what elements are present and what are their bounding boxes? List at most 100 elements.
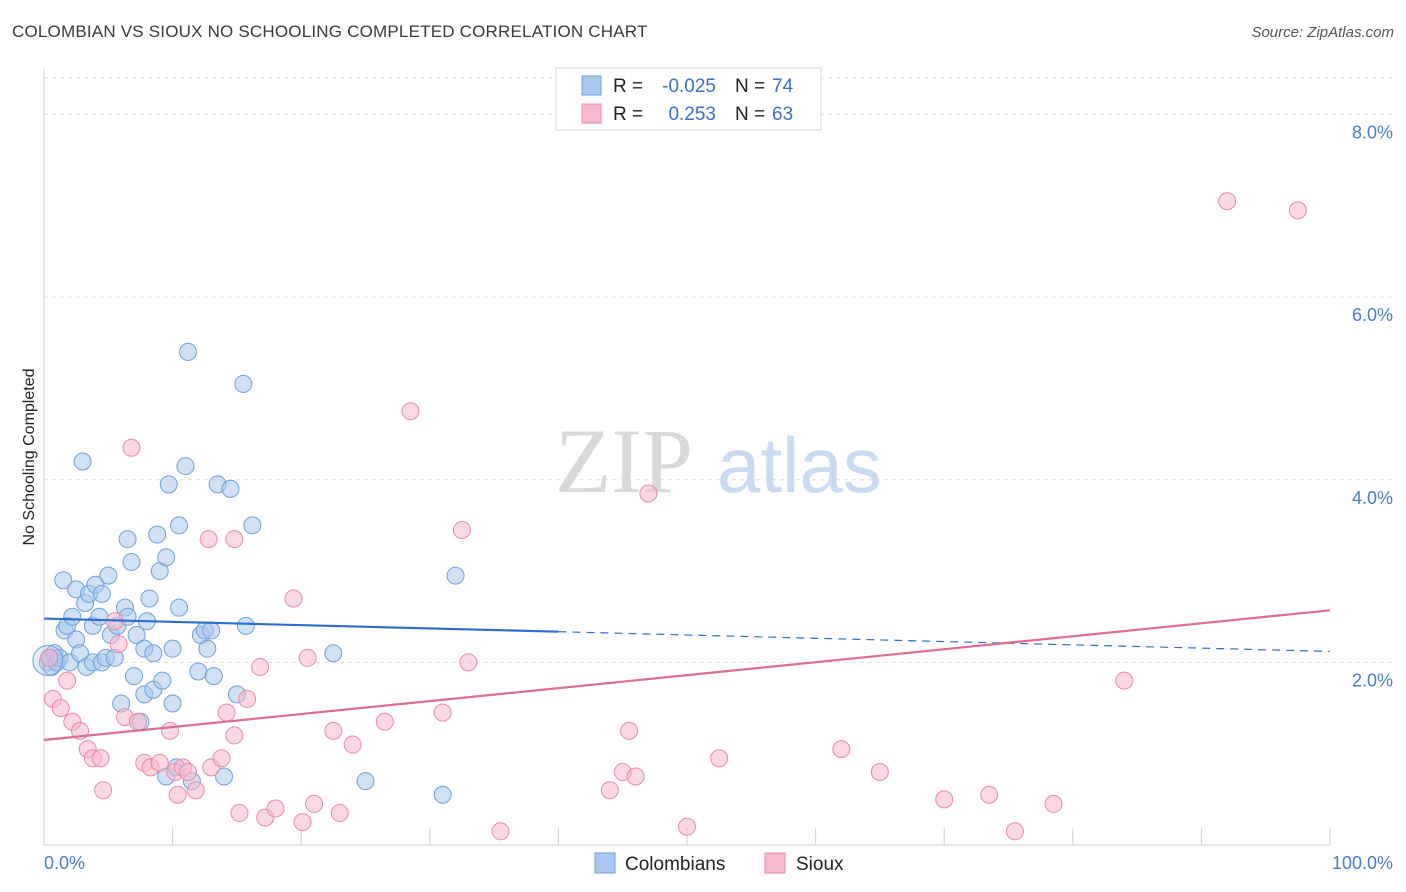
sioux-point [1005, 822, 1024, 841]
legend-n-label-1: N = [735, 76, 765, 97]
sioux-point [212, 749, 231, 768]
tick-labels: 2.0% 4.0% 6.0% 8.0% 0.0% 100.0% [44, 123, 1393, 873]
y-axis-label: No Schooling Completed [21, 369, 38, 546]
watermark-zip: ZIP [555, 410, 693, 512]
bottom-legend: Colombians Sioux [594, 852, 844, 875]
colombians-point [54, 571, 73, 590]
sioux-point [298, 648, 317, 667]
sioux-point [375, 712, 394, 731]
sioux-point [186, 781, 205, 800]
legend-n-label-2: N = [735, 104, 765, 125]
colombians-point [122, 552, 141, 571]
colombians-point [63, 607, 82, 626]
sioux-point [266, 799, 285, 818]
y-tick-label: 2.0% [1352, 670, 1393, 690]
sioux-point [626, 767, 645, 786]
sioux-point [225, 530, 244, 549]
colombians-point [148, 525, 167, 544]
colombians-point [446, 566, 465, 585]
sioux-point [179, 762, 198, 781]
sioux-point [832, 740, 851, 759]
sioux-point [217, 703, 236, 722]
bottom-legend-sioux-swatch [764, 852, 786, 874]
colombians-point [99, 566, 118, 585]
colombians-point [92, 584, 111, 603]
colombians-point [170, 516, 189, 535]
sioux-point [150, 753, 169, 772]
sioux-point [980, 785, 999, 804]
colombians-point [90, 607, 109, 626]
colombians-point [215, 767, 234, 786]
sioux-point [639, 484, 658, 503]
sioux-point [1218, 192, 1237, 211]
x-tick-label-max: 100.0% [1332, 853, 1393, 873]
bottom-legend-colombians-label: Colombians [625, 854, 725, 875]
gridlines [44, 77, 1393, 663]
colombians-point [189, 662, 208, 681]
colombians-point [198, 639, 217, 658]
colombians-point [153, 671, 172, 690]
sioux-point [225, 726, 244, 745]
legend-r-value-2: 0.253 [668, 104, 716, 125]
sioux-point [94, 781, 113, 800]
colombians-point [236, 616, 255, 635]
legend-r-label-1: R = [613, 76, 643, 97]
colombians-point [163, 639, 182, 658]
sioux-point [251, 657, 270, 676]
colombians-point [125, 667, 144, 686]
source-label: Source: ZipAtlas.com [1251, 24, 1394, 41]
colombians-point [118, 530, 137, 549]
sioux-point [51, 699, 70, 718]
colombians-point [144, 644, 163, 663]
legend-r-label-2: R = [613, 104, 643, 125]
sioux-point [161, 721, 180, 740]
colombians-point [73, 452, 92, 471]
sioux-point [324, 721, 343, 740]
sioux-point [710, 749, 729, 768]
colombians-point [176, 457, 195, 476]
sioux-points [40, 192, 1307, 841]
legend-n-value-1: 74 [772, 76, 794, 97]
sioux-point [128, 712, 147, 731]
colombians-point [202, 621, 221, 640]
sioux-point [293, 813, 312, 832]
sioux-trend-line [43, 609, 1331, 742]
sioux-point [870, 762, 889, 781]
sioux-point [199, 530, 218, 549]
sioux-point [305, 794, 324, 813]
colombians-point [127, 625, 146, 644]
sioux-point [935, 790, 954, 809]
watermark-atlas: atlas [717, 421, 882, 509]
colombians-point [163, 694, 182, 713]
sioux-point [1115, 671, 1134, 690]
colombians-point [356, 772, 375, 791]
chart-title: COLOMBIAN VS SIOUX NO SCHOOLING COMPLETE… [12, 22, 648, 41]
legend-n-value-2: 63 [772, 104, 793, 125]
legend-sioux-swatch [581, 103, 602, 124]
colombians-point [204, 667, 223, 686]
x-tick-label-min: 0.0% [44, 853, 85, 873]
sioux-point [1288, 201, 1307, 220]
sioux-point [459, 653, 478, 672]
sioux-point [230, 804, 249, 823]
bottom-legend-sioux-label: Sioux [796, 854, 844, 875]
colombians-trend-line-dashed [558, 631, 1331, 653]
sioux-point [600, 781, 619, 800]
sioux-point [452, 520, 471, 539]
sioux-point [1044, 794, 1063, 813]
top-legend: R = -0.025 N = 74 R = 0.253 N = 63 [555, 67, 822, 131]
colombians-point [179, 342, 198, 361]
sioux-point [330, 804, 349, 823]
sioux-point [678, 817, 696, 836]
sioux-point [168, 785, 187, 804]
sioux-point [491, 822, 510, 841]
sioux-point [58, 671, 77, 690]
colombians-point [221, 479, 240, 498]
colombians-trend-line [43, 617, 559, 633]
sioux-point [433, 703, 452, 722]
sioux-point [343, 735, 362, 754]
colombians-point [234, 374, 253, 393]
bottom-legend-colombians-swatch [594, 852, 616, 874]
y-tick-label: 8.0% [1352, 123, 1393, 143]
